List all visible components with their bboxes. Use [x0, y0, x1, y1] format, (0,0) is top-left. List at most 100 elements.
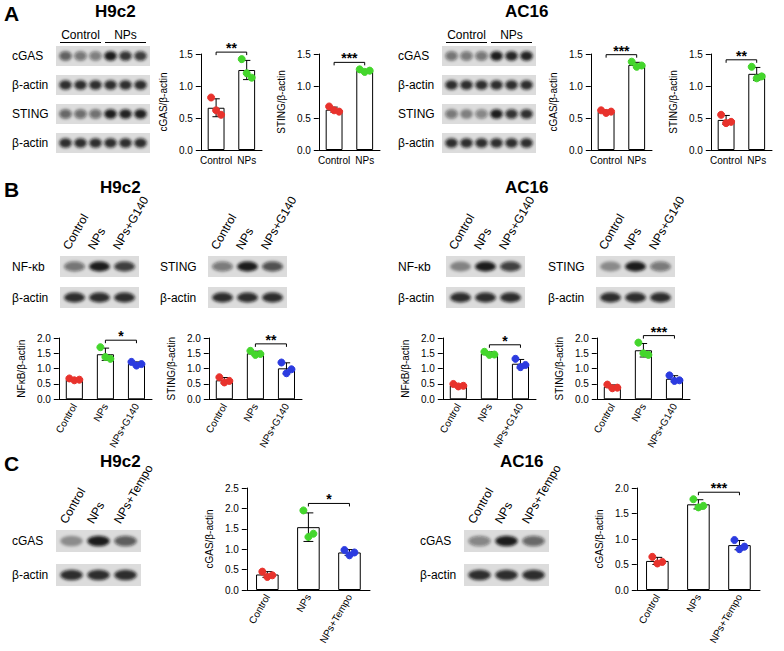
svg-text:*: * — [118, 328, 124, 344]
html-text:NPs+G140: NPs+G140 — [645, 193, 687, 252]
svg-text:1.0: 1.0 — [421, 363, 435, 374]
svg-text:STING/β-actin: STING/β-actin — [668, 70, 679, 134]
svg-text:Control: Control — [591, 402, 617, 435]
svg-text:0.0: 0.0 — [689, 145, 703, 156]
svg-text:STING/β-actin: STING/β-actin — [554, 337, 565, 401]
svg-text:2.0: 2.0 — [615, 483, 629, 494]
svg-text:Control: Control — [246, 592, 272, 625]
svg-text:NPs+Tempo: NPs+Tempo — [317, 592, 354, 645]
svg-text:2.0: 2.0 — [225, 503, 239, 514]
html-text:NPs+G140: NPs+G140 — [257, 193, 299, 252]
svg-text:0.0: 0.0 — [421, 394, 435, 405]
svg-text:**: ** — [736, 48, 747, 64]
svg-text:NPs: NPs — [747, 155, 766, 166]
html-text:NPs+Tempo: NPs+Tempo — [110, 462, 156, 526]
svg-text:NPs+G140: NPs+G140 — [257, 401, 291, 449]
svg-text:0.5: 0.5 — [689, 113, 703, 124]
svg-text:NPs: NPs — [237, 155, 256, 166]
html-text:Control: Control — [59, 211, 91, 252]
svg-text:NPs: NPs — [241, 402, 260, 424]
html-text:NPs+G140: NPs+G140 — [109, 193, 151, 252]
svg-text:0.0: 0.0 — [37, 394, 51, 405]
svg-text:0.5: 0.5 — [615, 559, 629, 570]
svg-text:1.5: 1.5 — [421, 348, 435, 359]
svg-text:STING/β-actin: STING/β-actin — [276, 70, 287, 134]
svg-text:NPs+Tempo: NPs+Tempo — [707, 592, 744, 645]
svg-text:2.0: 2.0 — [575, 333, 589, 344]
svg-text:STING/β-actin: STING/β-actin — [166, 337, 177, 401]
html-text:NPs+Tempo: NPs+Tempo — [518, 462, 564, 526]
svg-text:NPs: NPs — [684, 592, 703, 614]
svg-text:0.5: 0.5 — [179, 113, 193, 124]
svg-text:0.5: 0.5 — [37, 378, 51, 389]
svg-text:1.5: 1.5 — [179, 49, 193, 60]
svg-text:Control: Control — [200, 155, 232, 166]
svg-text:2.0: 2.0 — [421, 333, 435, 344]
svg-text:0.5: 0.5 — [225, 564, 239, 575]
svg-text:1.0: 1.0 — [615, 534, 629, 545]
html-text:NPs+G140: NPs+G140 — [495, 193, 537, 252]
svg-text:NPs+G140: NPs+G140 — [491, 401, 525, 449]
svg-text:1.5: 1.5 — [575, 348, 589, 359]
svg-text:0.5: 0.5 — [297, 113, 311, 124]
svg-text:cGAS/β-actin: cGAS/β-actin — [548, 72, 559, 131]
svg-text:0.0: 0.0 — [615, 585, 629, 596]
svg-text:1.5: 1.5 — [689, 49, 703, 60]
svg-text:cGAS/β-actin: cGAS/β-actin — [158, 72, 169, 131]
svg-text:NPs+G140: NPs+G140 — [107, 401, 141, 449]
svg-text:1.0: 1.0 — [297, 81, 311, 92]
svg-text:**: ** — [226, 40, 237, 56]
svg-text:2.5: 2.5 — [225, 483, 239, 494]
svg-text:2.0: 2.0 — [187, 333, 201, 344]
svg-text:***: *** — [711, 480, 728, 496]
svg-text:*: * — [326, 491, 332, 507]
svg-text:NPs: NPs — [91, 402, 110, 424]
svg-text:NPs: NPs — [475, 402, 494, 424]
svg-text:0.5: 0.5 — [569, 113, 583, 124]
svg-text:NFκB/β-actin: NFκB/β-actin — [400, 340, 411, 398]
svg-text:2.0: 2.0 — [37, 333, 51, 344]
svg-text:NPs+G140: NPs+G140 — [645, 401, 679, 449]
svg-text:0.5: 0.5 — [575, 378, 589, 389]
svg-text:1.5: 1.5 — [37, 348, 51, 359]
svg-text:1.0: 1.0 — [37, 363, 51, 374]
svg-text:*: * — [502, 333, 508, 349]
svg-text:1.5: 1.5 — [187, 348, 201, 359]
svg-text:0.0: 0.0 — [225, 585, 239, 596]
svg-text:0.5: 0.5 — [421, 378, 435, 389]
svg-text:Control: Control — [53, 402, 79, 435]
svg-text:Control: Control — [590, 155, 622, 166]
svg-text:NPs: NPs — [355, 155, 374, 166]
svg-text:0.0: 0.0 — [569, 145, 583, 156]
svg-text:NPs: NPs — [627, 155, 646, 166]
svg-text:cGAS/β-actin: cGAS/β-actin — [594, 509, 605, 568]
svg-text:1.5: 1.5 — [615, 508, 629, 519]
svg-text:1.0: 1.0 — [689, 81, 703, 92]
svg-text:Control: Control — [636, 592, 662, 625]
svg-text:0.0: 0.0 — [187, 394, 201, 405]
svg-text:1.0: 1.0 — [575, 363, 589, 374]
svg-text:NPs: NPs — [629, 402, 648, 424]
svg-text:1.5: 1.5 — [225, 523, 239, 534]
svg-text:NPs: NPs — [294, 592, 313, 614]
svg-text:0.0: 0.0 — [575, 394, 589, 405]
svg-text:NFκB/β-actin: NFκB/β-actin — [16, 340, 27, 398]
svg-text:1.0: 1.0 — [225, 544, 239, 555]
svg-text:1.5: 1.5 — [569, 49, 583, 60]
svg-text:Control: Control — [437, 402, 463, 435]
svg-text:1.5: 1.5 — [297, 49, 311, 60]
svg-text:**: ** — [265, 332, 276, 348]
svg-text:1.0: 1.0 — [179, 81, 193, 92]
svg-text:***: *** — [341, 50, 358, 66]
svg-text:***: *** — [651, 324, 668, 340]
svg-text:Control: Control — [710, 155, 742, 166]
svg-text:***: *** — [613, 43, 630, 59]
svg-text:1.0: 1.0 — [569, 81, 583, 92]
svg-text:cGAS/β-actin: cGAS/β-actin — [204, 509, 215, 568]
svg-text:0.0: 0.0 — [179, 145, 193, 156]
svg-text:Control: Control — [203, 402, 229, 435]
svg-text:1.0: 1.0 — [187, 363, 201, 374]
svg-text:Control: Control — [318, 155, 350, 166]
svg-text:0.5: 0.5 — [187, 378, 201, 389]
svg-text:0.0: 0.0 — [297, 145, 311, 156]
